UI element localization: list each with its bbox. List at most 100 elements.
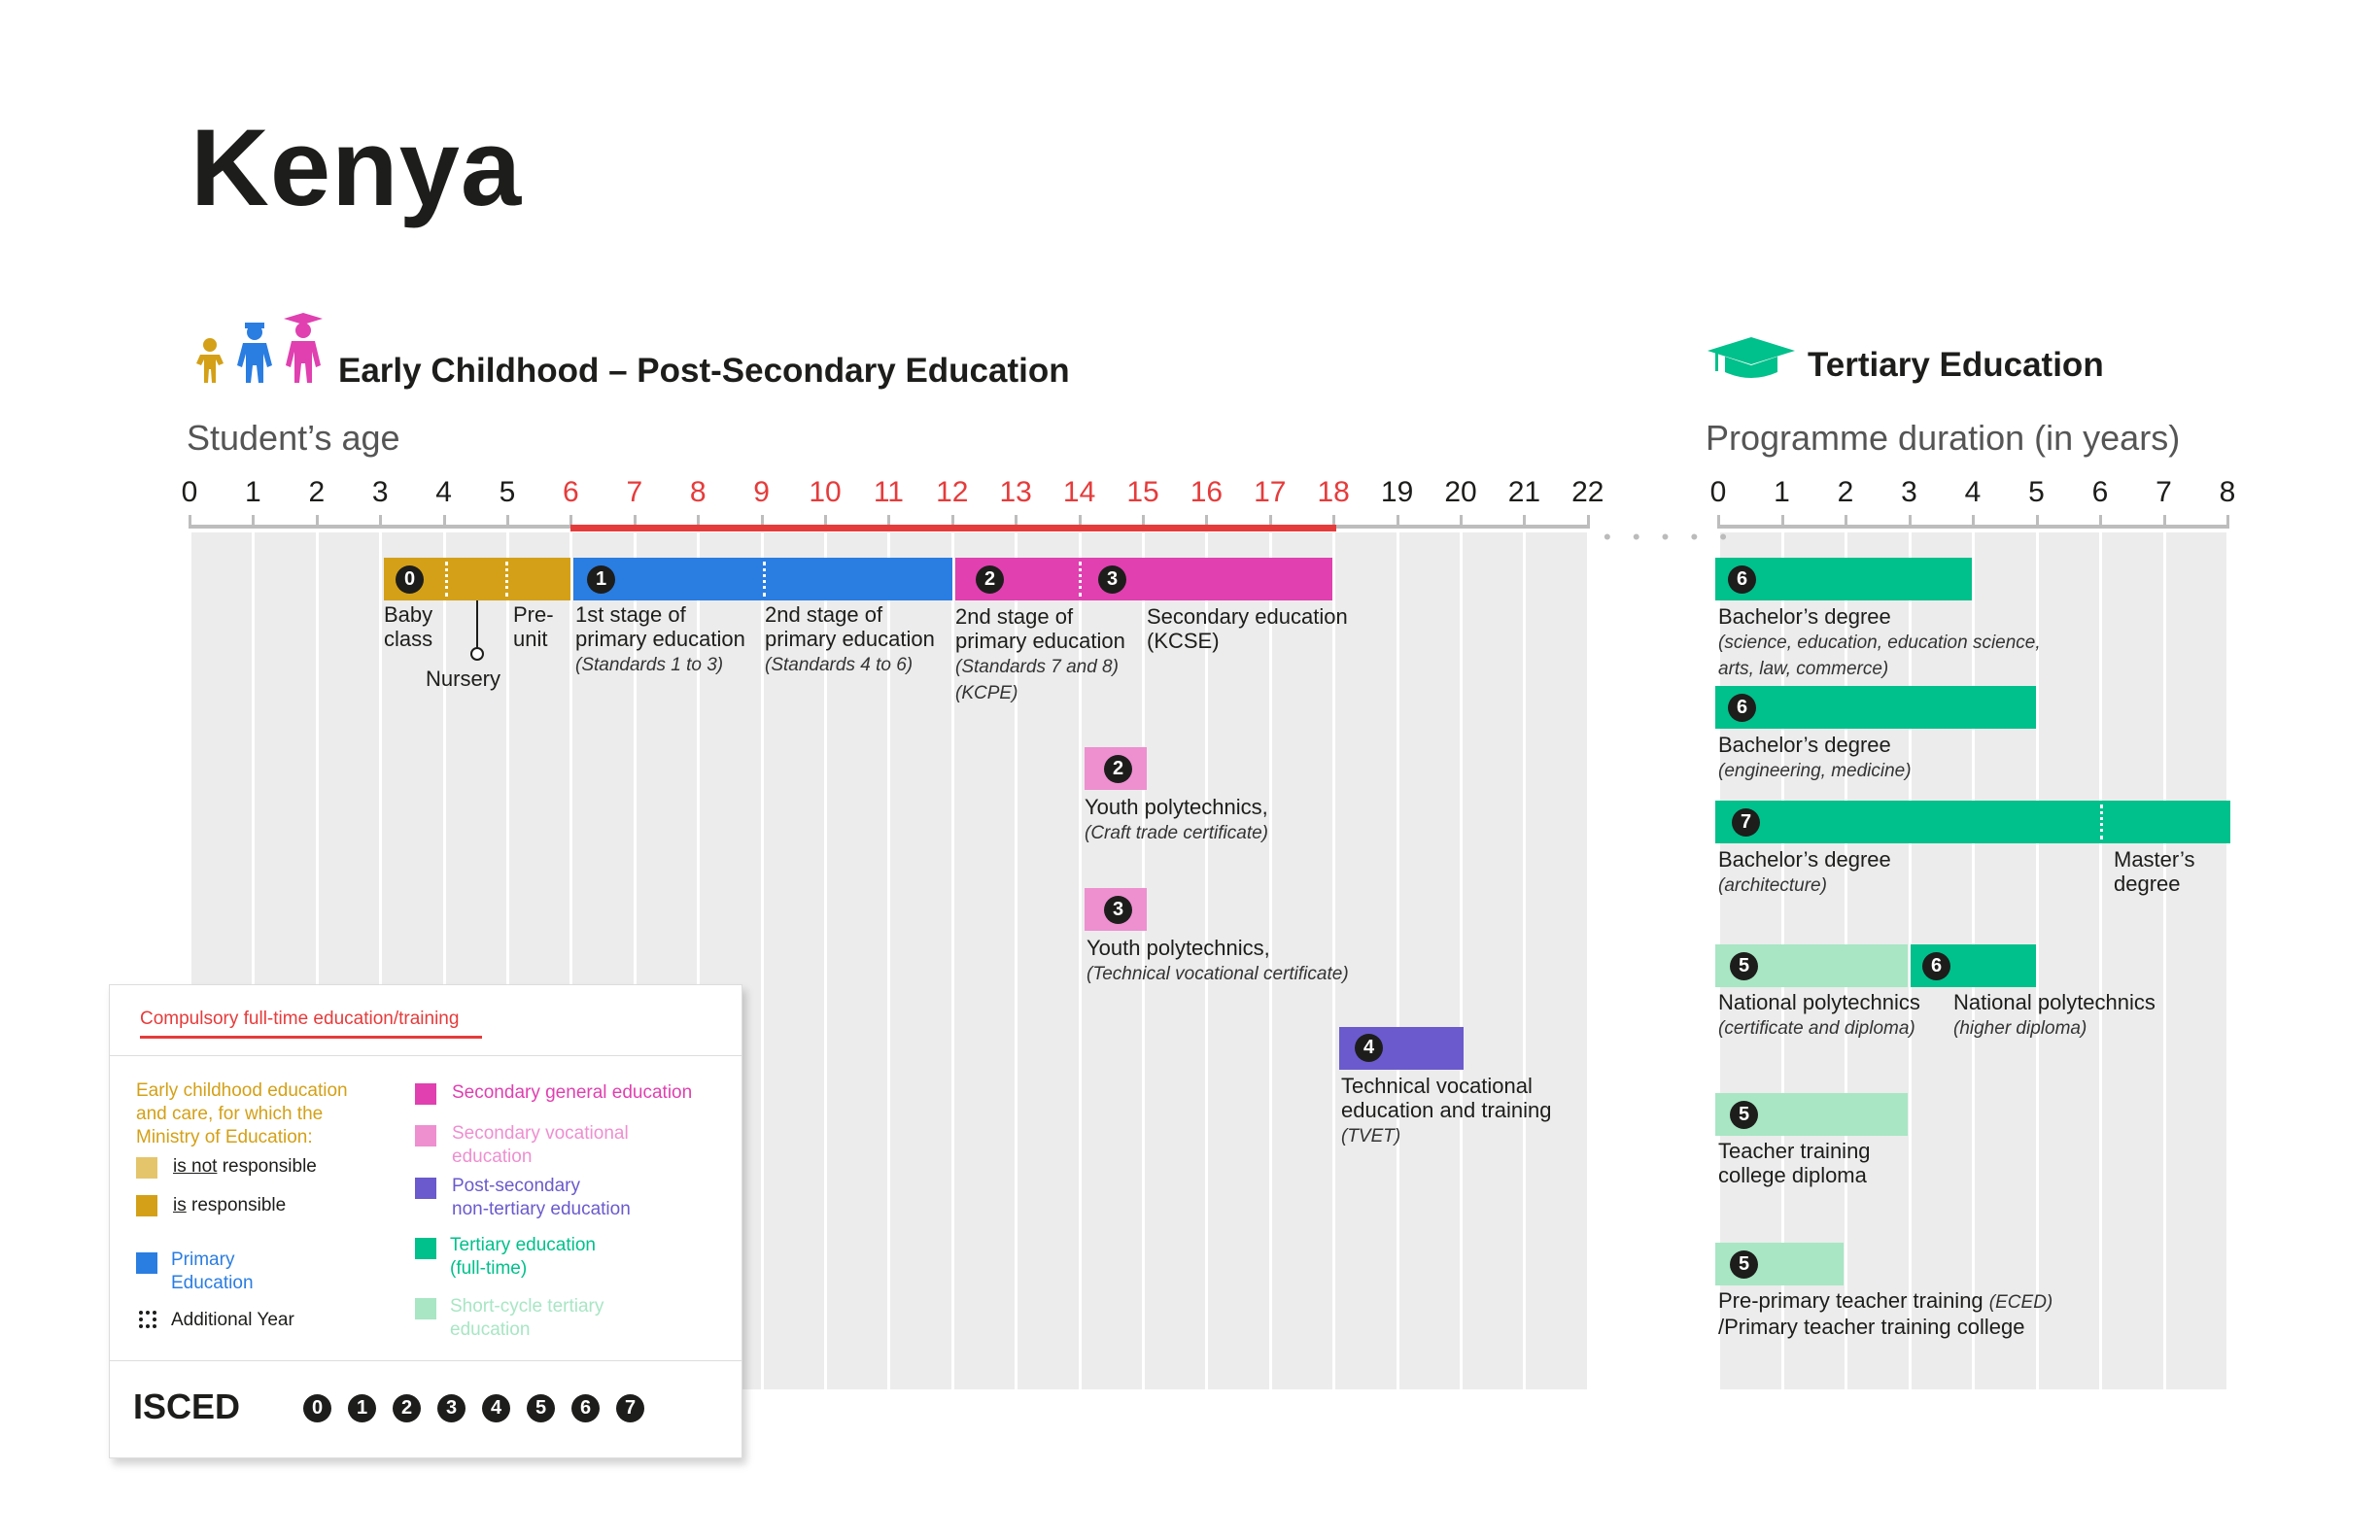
children-icon [187, 309, 332, 387]
legend-tertiary: Tertiary education (full-time) [450, 1235, 596, 1279]
tick-mark [824, 515, 827, 529]
programme-label: Bachelor’s degree (science, education, ed… [1718, 604, 2041, 679]
duration-tick-label: 0 [1709, 476, 1727, 508]
tick-mark [1142, 515, 1145, 529]
additional-year-divider [505, 562, 508, 597]
age-tick-label: 5 [499, 476, 516, 508]
isced-badge: 6 [1728, 565, 1756, 594]
duration-tick-label: 6 [2091, 476, 2109, 508]
legend-swatch-secondary-vocational [415, 1125, 436, 1146]
programme-label: 2nd stage of primary education (Standards … [765, 602, 935, 675]
tick-mark [1332, 515, 1336, 529]
tick-mark [2099, 515, 2102, 529]
age-tick-label: 21 [1507, 476, 1541, 508]
grid-column [1018, 532, 1079, 1389]
age-tick-label: 12 [936, 476, 969, 508]
programme-label: National polytechnics (higher diploma) [1953, 990, 2156, 1039]
tick-mark [1523, 515, 1527, 529]
tick-mark [189, 515, 191, 529]
legend-swatch-secondary-general [415, 1083, 436, 1105]
tick-mark [1205, 515, 1209, 529]
legend-swatch-primary [136, 1252, 157, 1274]
tick-mark [2162, 515, 2166, 529]
programme-label: Master’s degree [2114, 847, 2195, 896]
axis-connector-dots: • • • • • [1604, 525, 1735, 549]
stage-divider [763, 562, 766, 597]
legend-compulsory: Compulsory full-time education/training [140, 1009, 460, 1029]
left-section-title: Early Childhood – Post-Secondary Educati… [338, 352, 1070, 390]
duration-tick-label: 2 [1837, 476, 1854, 508]
age-tick-label: 3 [371, 476, 389, 508]
age-tick-label: 11 [873, 476, 904, 508]
isced-badge: 4 [1355, 1034, 1383, 1062]
isced-level-badge: 4 [482, 1394, 510, 1422]
age-axis-title: Student’s age [187, 418, 400, 458]
grid-column [1208, 532, 1269, 1389]
grid-column [1398, 532, 1460, 1389]
tick-mark [1972, 515, 1975, 529]
nursery-pointer [476, 600, 478, 651]
stage-divider [1079, 562, 1082, 597]
tick-mark [1586, 515, 1590, 529]
legend-divider [110, 1055, 742, 1056]
isced-badge: 3 [1104, 896, 1132, 924]
isced-badge: 2 [976, 565, 1004, 594]
tick-mark [379, 515, 383, 529]
bachelor-science-bar [1715, 558, 1972, 600]
programme-label: 2nd stage of primary education (Standards … [955, 604, 1125, 703]
nursery-label: Nursery [426, 667, 501, 691]
programme-label: Baby class [384, 602, 433, 651]
right-section-title: Tertiary Education [1808, 346, 2104, 384]
duration-tick-label: 5 [2028, 476, 2045, 508]
legend-responsible: is responsible [173, 1195, 287, 1215]
grid-column [890, 532, 951, 1389]
age-tick-label: 17 [1254, 476, 1287, 508]
age-tick-label: 2 [308, 476, 326, 508]
grid-column [1335, 532, 1397, 1389]
legend-short-cycle: Short-cycle tertiary education [450, 1296, 604, 1340]
isced-level-badge: 3 [437, 1394, 466, 1422]
duration-tick-label: 7 [2156, 476, 2172, 508]
grid-column [2165, 532, 2226, 1389]
grid-column [763, 532, 824, 1389]
tick-mark [760, 515, 764, 529]
tick-mark [1268, 515, 1272, 529]
isced-level-badge: 0 [303, 1394, 331, 1422]
tick-mark [2035, 515, 2039, 529]
programme-label: Bachelor’s degree (engineering, medicine) [1718, 733, 1912, 781]
legend-swatch-not-responsible [136, 1157, 157, 1179]
age-tick-label: 6 [563, 476, 579, 508]
age-tick-label: 7 [626, 476, 643, 508]
isced-level-badge: 7 [616, 1394, 644, 1422]
tick-mark [697, 515, 701, 529]
legend-isced-label: ISCED [133, 1386, 241, 1426]
tick-mark [315, 515, 319, 529]
duration-tick-label: 3 [1901, 476, 1917, 508]
legend-swatch-post-secondary [415, 1178, 436, 1199]
grid-column [1463, 532, 1524, 1389]
duration-tick-label: 1 [1774, 476, 1790, 508]
tick-mark [442, 515, 446, 529]
page-title: Kenya [190, 107, 523, 228]
secondary-education-bar [955, 558, 1332, 600]
legend-not-responsible: is not responsible [173, 1156, 317, 1177]
additional-year-icon [138, 1310, 157, 1329]
tick-mark [1396, 515, 1399, 529]
legend-additional-year: Additional Year [171, 1310, 294, 1330]
duration-axis-title: Programme duration (in years) [1706, 418, 2181, 458]
isced-level-badge: 6 [571, 1394, 600, 1422]
programme-label: Pre-primary teacher training (ECED)/Prim… [1718, 1288, 2053, 1339]
age-tick-label: 22 [1571, 476, 1604, 508]
legend-secondary-general: Secondary general education [452, 1082, 693, 1103]
tick-mark [1780, 515, 1784, 529]
isced-badge: 6 [1728, 694, 1756, 722]
grid-column [953, 532, 1016, 1389]
age-tick-label: 14 [1062, 476, 1096, 508]
legend-panel: Compulsory full-time education/training … [109, 984, 742, 1458]
stage-divider [2100, 804, 2103, 839]
tick-mark [252, 515, 256, 529]
programme-label: Youth polytechnics, (Technical vocational… [1087, 936, 1349, 984]
programme-label: Youth polytechnics, (Craft trade certific… [1085, 795, 1268, 843]
age-tick-label: 19 [1380, 476, 1414, 508]
additional-year-divider [445, 562, 448, 597]
